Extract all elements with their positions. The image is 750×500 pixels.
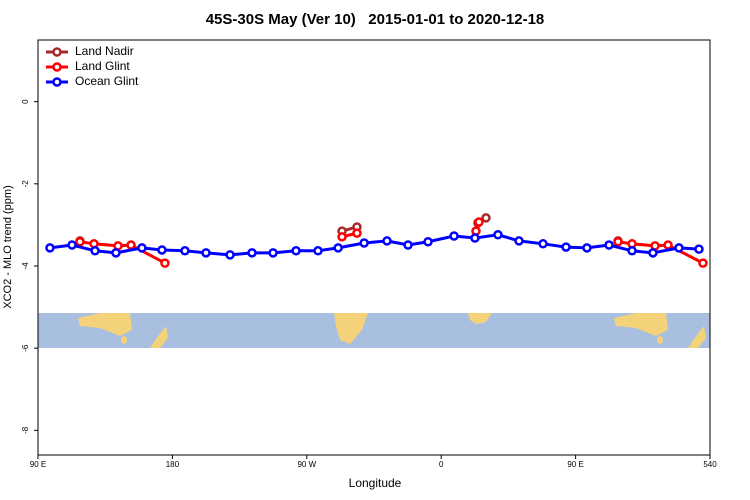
point (111, 248, 121, 258)
point (423, 236, 433, 247)
point (674, 243, 684, 253)
x-tick-label: 0 (439, 460, 444, 469)
point (160, 258, 170, 268)
legend-label: Land Nadir (75, 44, 134, 58)
x-tick-label: 180 (166, 460, 180, 469)
point (126, 240, 136, 250)
point (470, 233, 480, 243)
point (201, 248, 211, 258)
y-tick-label: -8 (21, 426, 30, 434)
point (481, 213, 491, 223)
y-tick-label: 0 (21, 99, 30, 104)
legend-marker (52, 47, 62, 57)
point (538, 239, 548, 249)
point (337, 232, 347, 242)
point (449, 231, 459, 241)
x-tick-label: 90 E (567, 460, 583, 469)
x-tick-label: 540 (703, 460, 717, 469)
y-tick-label: -4 (21, 262, 30, 270)
legend-marker (52, 77, 62, 87)
point (75, 236, 85, 247)
point (698, 258, 708, 268)
point (627, 246, 637, 256)
legend-label: Ocean Glint (75, 74, 139, 88)
point (613, 236, 623, 247)
point (157, 245, 167, 255)
point (247, 248, 257, 258)
legend-marker (52, 62, 62, 72)
point (493, 230, 503, 240)
x-tick-label: 90 E (30, 460, 46, 469)
y-tick-label: -2 (21, 180, 30, 188)
point (333, 243, 343, 253)
point (45, 243, 55, 253)
y-axis-label: XCO2 - MLO trend (ppm) (2, 185, 14, 308)
point (514, 236, 524, 246)
point (561, 242, 571, 252)
point (90, 246, 100, 256)
point (352, 228, 362, 238)
point (313, 246, 323, 256)
point (474, 217, 484, 227)
legend-label: Land Glint (75, 59, 130, 73)
point (359, 238, 369, 248)
point (180, 246, 190, 256)
point (694, 244, 704, 254)
plot-frame (37, 39, 711, 456)
map-strip (38, 313, 710, 348)
point (604, 240, 614, 250)
point (137, 243, 147, 253)
point (291, 246, 301, 256)
series-line (49, 233, 700, 257)
x-tick-label: 90 W (297, 460, 316, 469)
y-tick-label: -6 (21, 344, 30, 352)
x-axis-label: Longitude (349, 476, 402, 490)
point (663, 240, 673, 250)
chart-title: 45S-30S May (Ver 10) 2015-01-01 to 2020-… (206, 11, 545, 28)
point (582, 243, 592, 253)
point (382, 236, 392, 246)
point (648, 248, 658, 258)
point (268, 248, 278, 258)
point (403, 240, 413, 250)
point (67, 240, 77, 250)
point (225, 250, 235, 260)
